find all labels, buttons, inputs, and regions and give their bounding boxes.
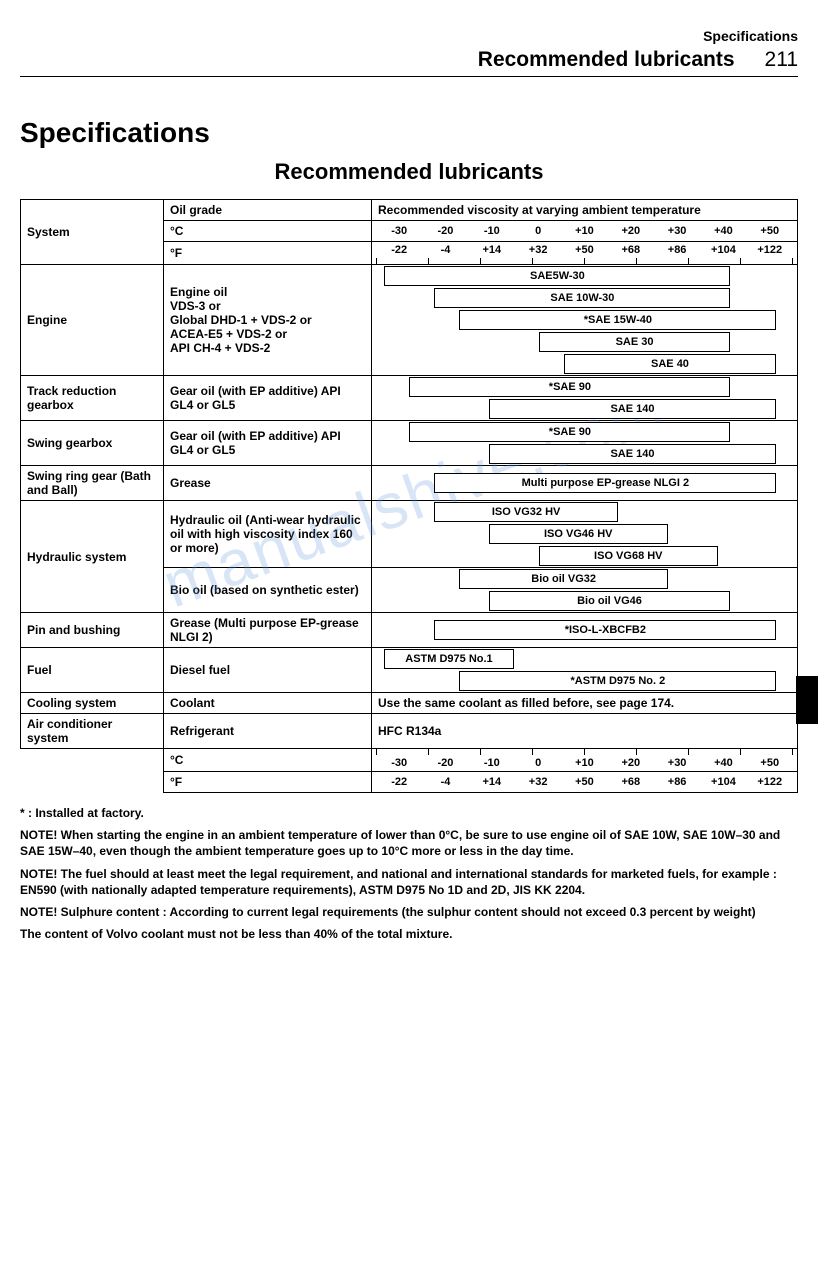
- ticks-celsius-top: -30-20-100+10+20+30+40+50: [372, 223, 797, 239]
- page-number: 211: [765, 48, 798, 72]
- hydraulic-bars2: Bio oil VG32Bio oil VG46: [372, 568, 798, 613]
- fuel-bars: ASTM D975 No.1*ASTM D975 No. 2: [372, 648, 798, 693]
- ac-system: Air conditioner system: [21, 714, 164, 749]
- ac-grade: Refrigerant: [164, 714, 372, 749]
- ac-text: HFC R134a: [372, 714, 798, 749]
- ticks-celsius-bottom: -30-20-100+10+20+30+40+50: [372, 755, 797, 771]
- cooling-grade: Coolant: [164, 693, 372, 714]
- engine-bars: SAE5W-30SAE 10W-30*SAE 15W-40SAE 30SAE 4…: [372, 265, 798, 376]
- notes-section: * : Installed at factory. NOTE! When sta…: [20, 805, 798, 942]
- unit-f-bot: °F: [164, 772, 372, 793]
- header-category: Specifications: [20, 28, 798, 44]
- section-title: Specifications: [20, 117, 798, 149]
- note-3: NOTE! Sulphure content : According to cu…: [20, 904, 798, 920]
- ticks-fahrenheit-bottom: -22-4+14+32+50+68+86+104+122: [372, 774, 797, 790]
- swing-system: Swing gearbox: [21, 421, 164, 466]
- hydraulic-system: Hydraulic system: [21, 501, 164, 613]
- note-2: NOTE! The fuel should at least meet the …: [20, 866, 798, 898]
- track-system: Track reduction gearbox: [21, 376, 164, 421]
- swing-bars: *SAE 90SAE 140: [372, 421, 798, 466]
- swingring-bars: Multi purpose EP-grease NLGI 2: [372, 466, 798, 501]
- swingring-system: Swing ring gear (Bath and Ball): [21, 466, 164, 501]
- fuel-system: Fuel: [21, 648, 164, 693]
- hydraulic-grade2: Bio oil (based on synthetic ester): [164, 568, 372, 613]
- track-grade: Gear oil (with EP additive) API GL4 or G…: [164, 376, 372, 421]
- pin-grade: Grease (Multi purpose EP-grease NLGI 2): [164, 613, 372, 648]
- engine-system: Engine: [21, 265, 164, 376]
- hydraulic-grade1: Hydraulic oil (Anti-wear hydraulic oil w…: [164, 501, 372, 568]
- section-subtitle: Recommended lubricants: [20, 159, 798, 185]
- unit-f: °F: [164, 242, 372, 265]
- ticks-fahrenheit-top: -22-4+14+32+50+68+86+104+122: [372, 242, 797, 258]
- lubricants-table: System Oil grade Recommended viscosity a…: [20, 199, 798, 793]
- header-title: Recommended lubricants: [478, 48, 735, 72]
- col-system: System: [21, 200, 164, 265]
- note-1: NOTE! When starting the engine in an amb…: [20, 827, 798, 859]
- col-viscosity: Recommended viscosity at varying ambient…: [372, 200, 798, 221]
- track-bars: *SAE 90SAE 140: [372, 376, 798, 421]
- cooling-system: Cooling system: [21, 693, 164, 714]
- unit-c: °C: [164, 221, 372, 242]
- pin-bars: *ISO-L-XBCFB2: [372, 613, 798, 648]
- col-oilgrade: Oil grade: [164, 200, 372, 221]
- fuel-grade: Diesel fuel: [164, 648, 372, 693]
- swingring-grade: Grease: [164, 466, 372, 501]
- unit-c-bot: °C: [164, 749, 372, 772]
- engine-grade: Engine oil VDS-3 or Global DHD-1 + VDS-2…: [164, 265, 372, 376]
- pin-system: Pin and bushing: [21, 613, 164, 648]
- side-tab: [796, 676, 818, 724]
- cooling-text: Use the same coolant as filled before, s…: [372, 693, 798, 714]
- swing-grade: Gear oil (with EP additive) API GL4 or G…: [164, 421, 372, 466]
- hydraulic-bars1: ISO VG32 HVISO VG46 HVISO VG68 HV: [372, 501, 798, 568]
- note-4: The content of Volvo coolant must not be…: [20, 926, 798, 942]
- tick-marks-top: [372, 258, 797, 264]
- note-factory: * : Installed at factory.: [20, 805, 798, 821]
